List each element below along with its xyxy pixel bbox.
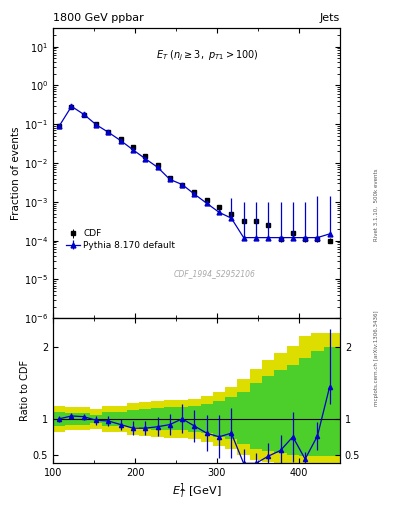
Text: 1800 GeV ppbar: 1800 GeV ppbar [53, 12, 144, 23]
X-axis label: $E^1_T$ [GeV]: $E^1_T$ [GeV] [172, 481, 221, 501]
Legend: CDF, Pythia 8.170 default: CDF, Pythia 8.170 default [66, 229, 175, 250]
Text: CDF_1994_S2952106: CDF_1994_S2952106 [174, 269, 255, 278]
Text: mcplots.cern.ch [arXiv:1306.3436]: mcplots.cern.ch [arXiv:1306.3436] [374, 311, 379, 406]
Y-axis label: Fraction of events: Fraction of events [11, 126, 21, 220]
Y-axis label: Ratio to CDF: Ratio to CDF [20, 360, 30, 421]
Text: $E_T\ (n_j \geq 3,\ p_{T1}{>}100)$: $E_T\ (n_j \geq 3,\ p_{T1}{>}100)$ [156, 49, 259, 63]
Text: Jets: Jets [320, 12, 340, 23]
Text: Rivet 3.1.10,  500k events: Rivet 3.1.10, 500k events [374, 168, 379, 241]
